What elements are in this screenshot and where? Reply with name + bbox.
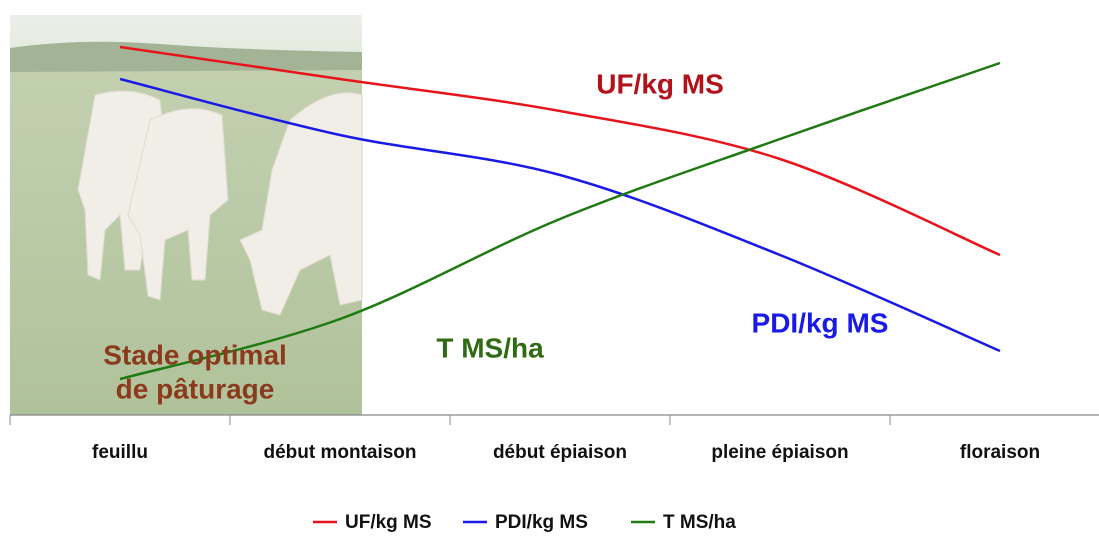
annotation: Stade optimal (103, 339, 287, 370)
legend-label: UF/kg MS (345, 512, 432, 533)
x-tick-label: feuillu (92, 442, 148, 463)
x-tick-label: floraison (960, 442, 1040, 463)
annotation: T MS/ha (436, 332, 544, 363)
legend-label: T MS/ha (663, 512, 736, 533)
annotation: PDI/kg MS (752, 307, 889, 338)
annotation: de pâturage (116, 373, 275, 404)
x-tick-label: pleine épiaison (711, 442, 848, 463)
legend-label: PDI/kg MS (495, 512, 588, 533)
chart: feuillu début montaison début épiaison plei… (0, 0, 1099, 540)
annotation: UF/kg MS (596, 68, 724, 99)
x-tick-label: début montaison (263, 442, 416, 463)
x-tick-label: début épiaison (493, 442, 627, 463)
